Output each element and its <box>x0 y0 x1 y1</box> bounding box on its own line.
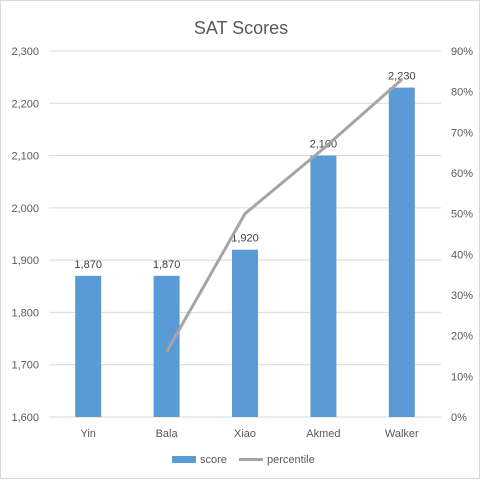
score-bar <box>310 156 336 417</box>
left-tick-label: 2,200 <box>11 98 39 110</box>
right-tick-label: 70% <box>451 127 473 139</box>
legend-score-label: score <box>200 454 227 466</box>
x-axis: Yin Bala Xiao Akmed Walker <box>80 428 419 440</box>
x-tick-label: Yin <box>80 428 96 440</box>
right-tick-label: 0% <box>451 412 467 424</box>
right-tick-label: 40% <box>451 249 473 261</box>
score-data-label: 1,870 <box>74 259 102 271</box>
chart-title: SAT Scores <box>194 18 288 38</box>
legend-percentile-label: percentile <box>267 454 315 466</box>
right-tick-label: 90% <box>451 46 473 58</box>
right-tick-label: 20% <box>451 331 473 343</box>
x-tick-label: Bala <box>156 428 179 440</box>
percentile-line <box>167 80 402 352</box>
score-data-label: 1,870 <box>153 259 181 271</box>
percentile-line-group <box>167 80 402 352</box>
right-tick-label: 30% <box>451 290 473 302</box>
right-tick-label: 60% <box>451 168 473 180</box>
left-tick-label: 1,900 <box>11 255 39 267</box>
score-bar <box>75 276 101 417</box>
left-tick-label: 2,100 <box>11 151 39 163</box>
right-tick-label: 10% <box>451 371 473 383</box>
right-tick-label: 80% <box>451 87 473 99</box>
x-tick-label: Xiao <box>234 428 256 440</box>
score-bar <box>389 88 415 417</box>
score-data-label: 1,920 <box>231 233 259 245</box>
score-bar <box>154 276 180 417</box>
right-axis: 0% 10% 20% 30% 40% 50% 60% 70% 80% 90% <box>451 46 473 424</box>
right-tick-label: 50% <box>451 209 473 221</box>
score-bars <box>75 88 415 417</box>
legend: score percentile <box>172 454 315 466</box>
left-tick-label: 1,600 <box>11 412 39 424</box>
score-bar <box>232 250 258 417</box>
left-axis: 1,600 1,700 1,800 1,900 2,000 2,100 2,200 2,300 <box>11 46 39 424</box>
x-tick-label: Walker <box>385 428 419 440</box>
legend-score-swatch <box>172 456 196 463</box>
left-tick-label: 1,700 <box>11 360 39 372</box>
left-tick-label: 2,000 <box>11 203 39 215</box>
left-tick-label: 1,800 <box>11 307 39 319</box>
x-tick-label: Akmed <box>306 428 340 440</box>
left-tick-label: 2,300 <box>11 46 39 58</box>
